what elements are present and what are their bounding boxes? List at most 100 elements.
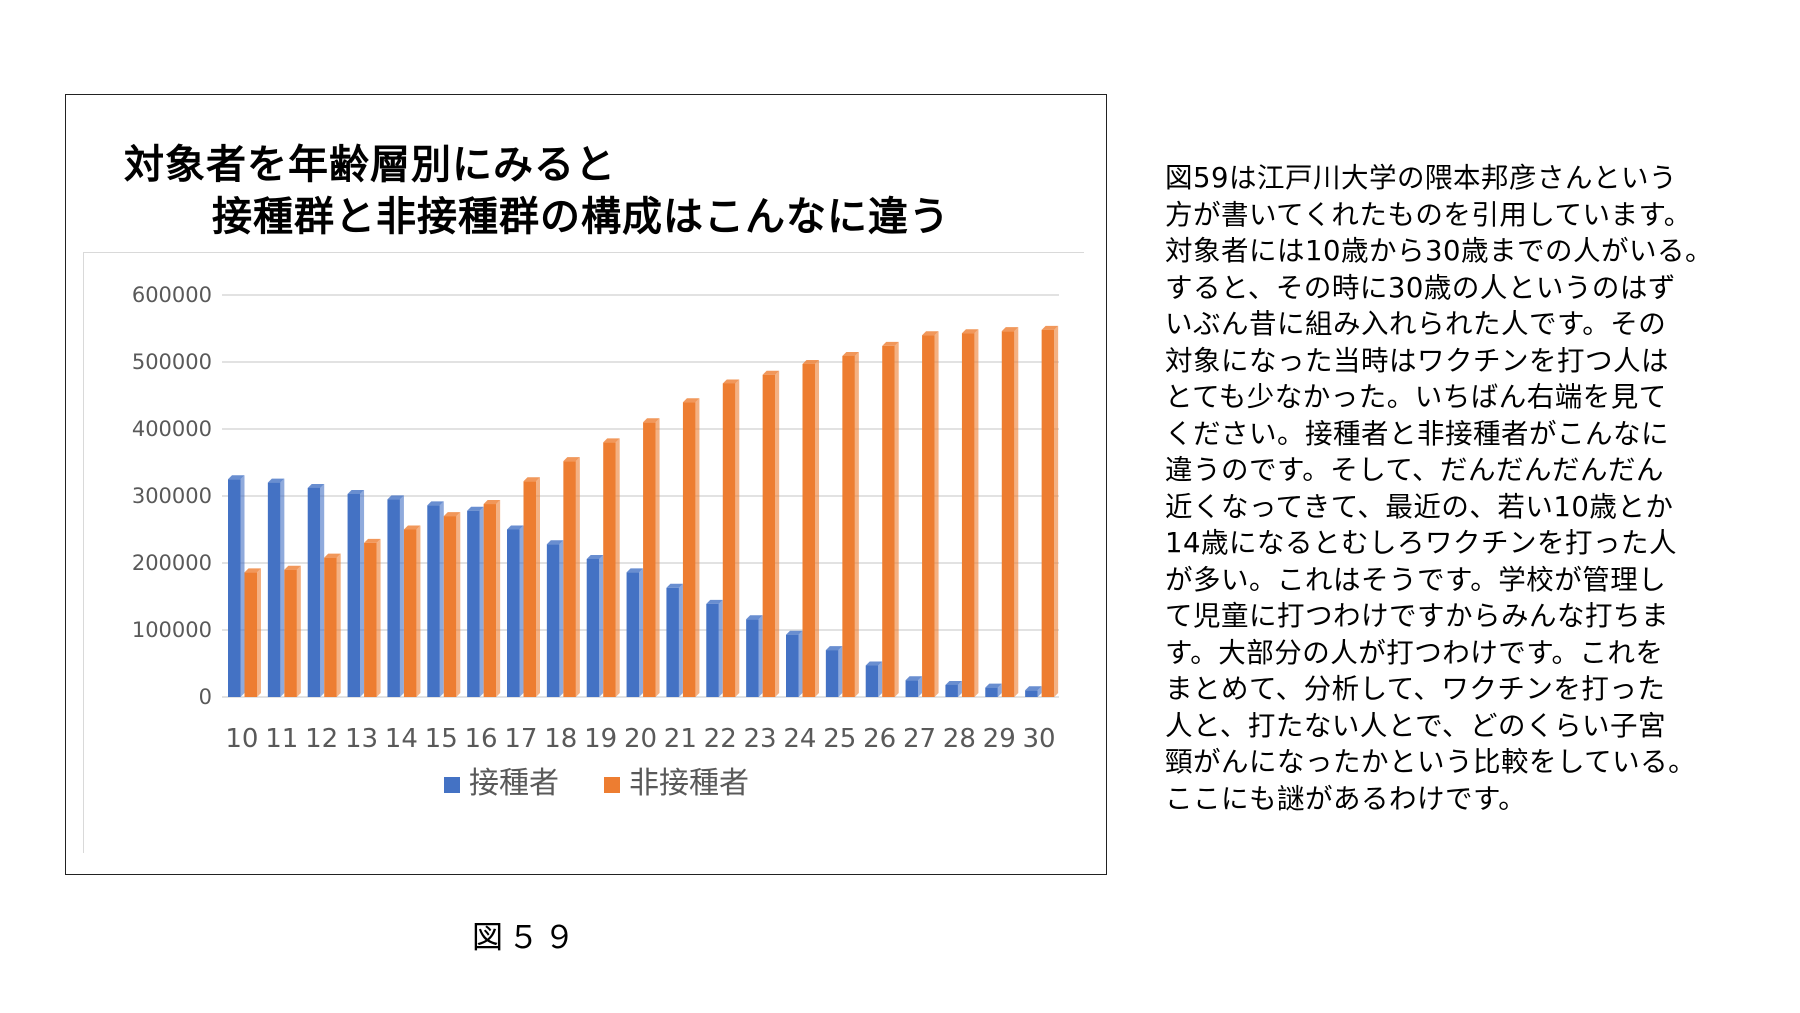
bar-side <box>918 676 923 697</box>
bar-side <box>894 341 899 697</box>
bar-side <box>678 583 683 697</box>
bar-top <box>1025 686 1042 691</box>
x-tick-label: 12 <box>305 724 338 754</box>
bar-top <box>865 661 883 666</box>
bar-vaccinated <box>626 572 640 697</box>
bar-side <box>559 540 564 697</box>
legend-label: 非接種者 <box>629 766 749 801</box>
bar-unvaccinated <box>244 572 257 697</box>
bar-unvaccinated <box>682 402 696 697</box>
bar-side <box>479 506 484 697</box>
x-tick-label: 15 <box>425 724 458 754</box>
bar-unvaccinated <box>364 542 377 697</box>
x-tick-label: 16 <box>465 724 498 754</box>
bar-side <box>280 478 285 697</box>
y-tick-label: 200000 <box>132 551 212 575</box>
bar-side <box>775 370 780 697</box>
bar-side <box>957 680 962 697</box>
bar-side <box>815 360 819 697</box>
x-tick-label: 30 <box>1023 724 1056 754</box>
bar-vaccinated <box>427 505 440 697</box>
bar-unvaccinated <box>762 374 776 697</box>
legend-label: 接種者 <box>469 766 559 801</box>
bar-vaccinated <box>786 634 799 697</box>
x-tick-label: 22 <box>704 724 737 754</box>
bar-top <box>324 553 341 558</box>
bar-top <box>307 483 325 488</box>
bar-top <box>905 676 923 681</box>
bar-side <box>599 554 604 697</box>
bar-side <box>575 457 580 697</box>
y-tick-label: 100000 <box>132 618 212 642</box>
bar-side <box>758 615 763 697</box>
bar-side <box>456 512 461 697</box>
bar-side <box>854 351 859 697</box>
bar-top <box>523 477 540 482</box>
y-tick-label: 400000 <box>132 417 212 441</box>
y-tick-label: 300000 <box>132 484 212 508</box>
bar-top <box>603 438 620 443</box>
bar-vaccinated <box>307 487 321 697</box>
bar-vaccinated <box>746 619 759 697</box>
plot-area: 600000 500000 400000 300000 200000 100000 0 10 1… <box>83 252 1084 853</box>
x-tick-label: 29 <box>983 724 1016 754</box>
bar-vaccinated <box>1025 690 1038 697</box>
bar-top <box>563 457 580 462</box>
bar-side <box>376 538 381 697</box>
y-tick-label: 500000 <box>132 350 212 374</box>
y-tick-label: 0 <box>199 685 212 709</box>
bar-top <box>922 331 939 336</box>
x-tick-label: 26 <box>863 724 896 754</box>
bar-unvaccinated <box>1041 329 1055 697</box>
x-tick-label: 24 <box>783 724 816 754</box>
bar-top <box>985 683 1002 688</box>
bar-top <box>786 630 803 635</box>
bar-unvaccinated <box>483 504 497 697</box>
bar-vaccinated <box>267 482 281 697</box>
bar-top <box>483 500 501 505</box>
bar-top <box>882 341 899 346</box>
bar-vaccinated <box>706 603 719 697</box>
bar-side <box>695 398 700 697</box>
bar-top <box>403 525 421 530</box>
bar-side <box>360 489 365 697</box>
bar-side <box>1054 325 1059 697</box>
bar-unvaccinated <box>842 355 855 697</box>
bar-unvaccinated <box>643 422 656 697</box>
bar-side <box>296 565 301 697</box>
bar-side <box>798 630 803 697</box>
bar-unvaccinated <box>403 529 417 697</box>
x-tick-label: 21 <box>664 724 697 754</box>
chart-title-line-2: 接種群と非接種群の構成はこんなに違う <box>212 194 950 240</box>
x-tick-label: 20 <box>624 724 657 754</box>
bar-top <box>762 370 780 375</box>
bar-unvaccinated <box>722 383 736 697</box>
bar-top <box>467 506 484 511</box>
bar-unvaccinated <box>563 461 576 697</box>
x-tick-label: 17 <box>504 724 537 754</box>
chart-title: 対象者を年齢層別にみると 接種群と非接種群の構成はこんなに違う <box>124 139 1024 243</box>
bar-unvaccinated <box>523 481 536 697</box>
bar-top <box>427 501 444 506</box>
bar-side <box>878 661 883 697</box>
bar-top <box>1001 327 1019 332</box>
bar-vaccinated <box>347 493 361 697</box>
bar-side <box>439 501 444 697</box>
bar-side <box>718 599 723 697</box>
bar-top <box>706 599 723 604</box>
bar-side <box>399 495 404 697</box>
figure-caption: 図５９ <box>472 920 580 956</box>
bar-unvaccinated <box>603 442 616 697</box>
bar-vaccinated <box>546 544 560 697</box>
bar-top <box>507 525 524 530</box>
bar-vaccinated <box>945 684 958 697</box>
bar-side <box>655 418 660 697</box>
bar-vaccinated <box>865 665 879 697</box>
bar-unvaccinated <box>961 333 975 697</box>
chart-title-line-1: 対象者を年齢層別にみると <box>124 142 616 188</box>
x-tick-label: 28 <box>943 724 976 754</box>
x-tick-label: 25 <box>823 724 856 754</box>
body-text: 図59は江戸川大学の隈本邦彦さんという 方が書いてくれたものを引用しています。 … <box>1165 162 1713 815</box>
bar-vaccinated <box>387 499 400 697</box>
bar-top <box>961 329 979 334</box>
